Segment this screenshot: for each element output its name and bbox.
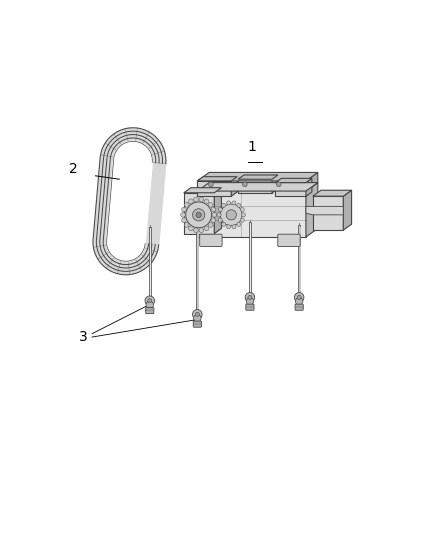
Circle shape [295,297,303,305]
Polygon shape [184,188,222,193]
Polygon shape [306,206,343,215]
Circle shape [246,297,254,305]
FancyBboxPatch shape [200,234,222,246]
Polygon shape [197,181,306,191]
Circle shape [241,213,246,217]
Polygon shape [197,172,318,181]
Circle shape [237,222,241,227]
FancyBboxPatch shape [295,304,303,310]
Circle shape [194,228,198,232]
Circle shape [188,199,193,204]
Circle shape [208,182,213,187]
Polygon shape [231,176,237,196]
Circle shape [193,310,202,319]
Polygon shape [276,183,306,196]
Circle shape [245,293,254,302]
Polygon shape [272,175,278,193]
Polygon shape [306,179,312,196]
Polygon shape [197,183,318,191]
Circle shape [199,228,204,232]
Circle shape [226,201,230,205]
Circle shape [211,207,216,212]
Circle shape [184,222,189,227]
Circle shape [248,295,252,300]
Circle shape [184,203,189,207]
Polygon shape [249,222,251,295]
Circle shape [182,207,187,212]
Circle shape [237,203,241,207]
Circle shape [146,301,154,309]
Circle shape [232,201,236,205]
Circle shape [181,213,185,217]
Polygon shape [306,183,318,237]
Polygon shape [197,176,237,181]
Circle shape [243,182,247,187]
Polygon shape [343,190,352,230]
FancyBboxPatch shape [193,321,201,327]
FancyBboxPatch shape [278,234,300,246]
Circle shape [240,218,244,222]
Circle shape [194,314,201,322]
Circle shape [145,296,155,305]
Circle shape [196,212,201,217]
Circle shape [194,197,198,202]
Polygon shape [276,179,312,183]
Circle shape [195,312,199,317]
Polygon shape [313,190,352,196]
Circle shape [199,197,204,202]
Polygon shape [238,179,272,193]
Polygon shape [149,227,151,298]
Text: 1: 1 [247,140,256,154]
Circle shape [193,209,205,221]
Polygon shape [197,181,231,196]
Circle shape [204,199,209,204]
FancyBboxPatch shape [146,308,154,313]
Text: 3: 3 [79,330,88,344]
Circle shape [226,225,230,229]
Circle shape [240,207,244,212]
Circle shape [217,213,221,217]
Circle shape [220,204,242,225]
Circle shape [232,225,236,229]
Circle shape [297,295,301,300]
Polygon shape [196,218,198,312]
Polygon shape [298,225,300,295]
Circle shape [222,203,226,207]
Polygon shape [306,172,318,191]
Circle shape [208,203,213,207]
Circle shape [218,207,223,212]
Circle shape [212,213,217,217]
Circle shape [148,298,152,303]
Polygon shape [184,193,214,233]
Circle shape [294,293,304,302]
Polygon shape [313,196,343,230]
Polygon shape [93,128,166,275]
Circle shape [182,218,187,223]
FancyBboxPatch shape [246,304,254,310]
Circle shape [188,226,193,231]
Circle shape [211,218,216,223]
Polygon shape [106,141,152,261]
Polygon shape [238,175,278,179]
Circle shape [186,202,212,228]
Text: 2: 2 [69,162,78,176]
Circle shape [226,210,237,220]
Circle shape [208,222,213,227]
Polygon shape [214,188,222,233]
Polygon shape [197,191,306,237]
Circle shape [204,226,209,231]
Circle shape [276,182,281,187]
Circle shape [222,222,226,227]
Circle shape [218,218,223,222]
